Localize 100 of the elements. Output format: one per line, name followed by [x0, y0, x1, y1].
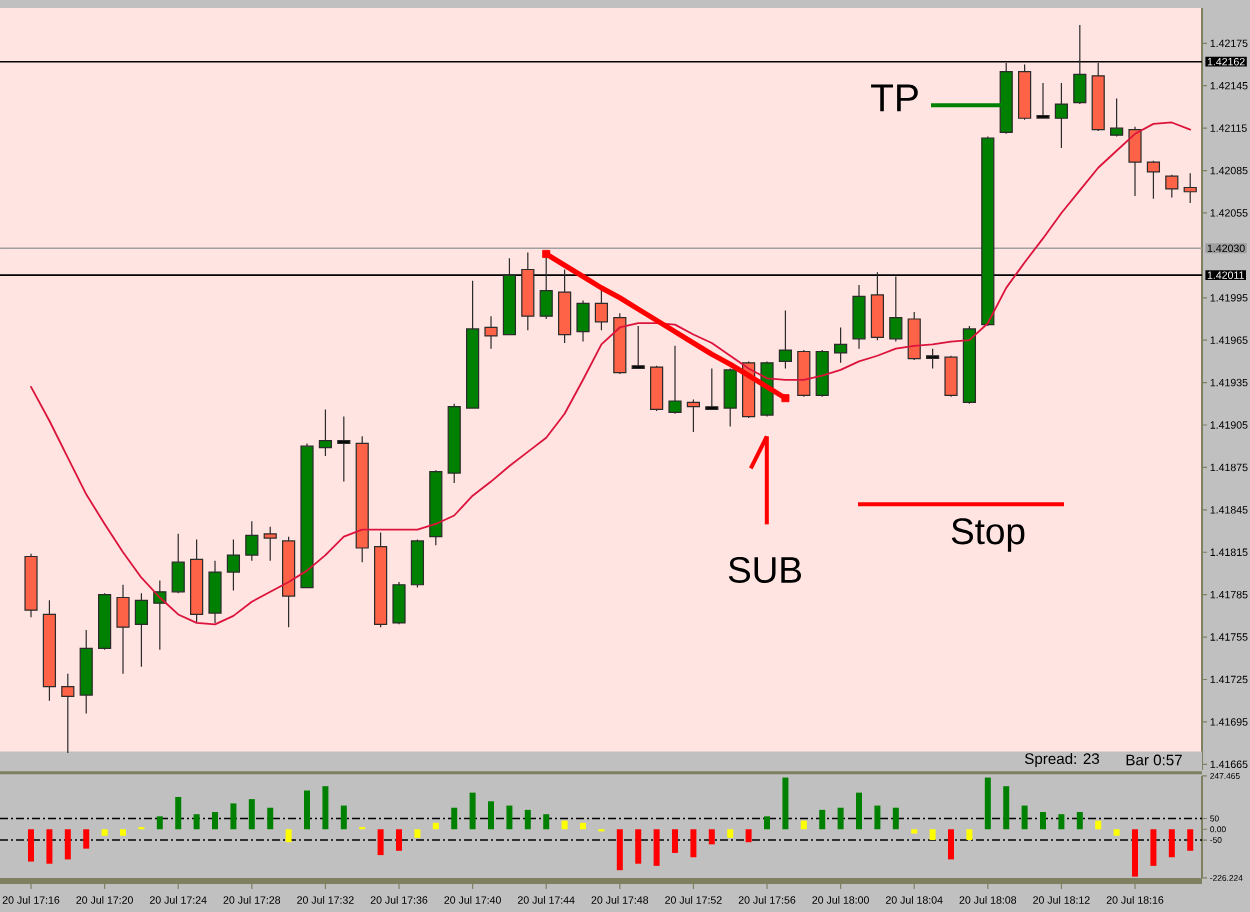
candlestick [24, 553, 38, 618]
bar [1003, 786, 1010, 830]
candlestick [374, 531, 388, 628]
candlestick [208, 560, 222, 624]
bar [83, 829, 90, 849]
bar [396, 829, 403, 851]
bar [175, 796, 182, 830]
candlestick [889, 275, 903, 343]
candlestick [1165, 174, 1179, 198]
bar [948, 829, 955, 860]
bar [580, 822, 587, 830]
bar [727, 829, 734, 838]
bar [819, 809, 826, 830]
candlestick [79, 629, 93, 715]
candlestick [171, 533, 185, 594]
candlestick [852, 284, 866, 350]
candlestick [318, 408, 333, 457]
bar [377, 829, 384, 856]
bar [64, 829, 71, 860]
bar [28, 829, 35, 862]
candlestick [1054, 82, 1069, 149]
candlestick [1036, 82, 1050, 119]
candlestick [1128, 126, 1142, 197]
bar [248, 799, 255, 830]
bar [984, 777, 991, 830]
candlestick [98, 592, 112, 651]
candlestick [116, 584, 130, 675]
candlestick [797, 349, 811, 398]
candlestick [300, 442, 314, 589]
bar [46, 829, 53, 864]
bar [414, 829, 421, 838]
bar [874, 805, 881, 830]
candlestick [521, 251, 535, 331]
bar [322, 786, 329, 830]
bar [800, 820, 807, 830]
candlestick [502, 257, 517, 336]
candlestick [392, 581, 406, 625]
bar [524, 809, 531, 830]
candlestick [705, 367, 719, 410]
candlestick [226, 538, 241, 592]
bar [1113, 829, 1120, 836]
bar [267, 807, 274, 830]
candlestick [1091, 62, 1105, 132]
bar [653, 829, 660, 866]
candlestick [594, 285, 609, 331]
bar [1132, 829, 1139, 877]
candlestick [558, 268, 572, 344]
annotation: SUB [728, 556, 801, 584]
candlestick [944, 355, 958, 398]
candlestick [245, 520, 259, 562]
bar [212, 812, 219, 830]
bar [1021, 805, 1028, 830]
candlestick [42, 599, 57, 702]
candlestick [429, 469, 443, 546]
bar [469, 792, 476, 830]
candlestick [815, 349, 829, 398]
annotation: TP [871, 84, 918, 112]
bar [340, 805, 347, 830]
candlestick [778, 309, 793, 370]
candlestick [134, 592, 149, 668]
bar [1168, 829, 1175, 858]
bar [1076, 812, 1083, 830]
bar [304, 790, 311, 830]
bar [966, 829, 973, 841]
bar [1058, 814, 1065, 830]
bar [101, 829, 108, 836]
bar [230, 803, 237, 830]
candlestick [576, 300, 590, 343]
candlestick [61, 673, 75, 754]
candlestick [723, 367, 737, 428]
bar [782, 777, 789, 830]
candlestick [484, 315, 498, 350]
candlestick [282, 536, 296, 628]
bar [432, 822, 439, 830]
candlestick [981, 136, 995, 327]
candlestick [1073, 24, 1087, 105]
bar [764, 816, 771, 830]
candlestick [263, 526, 277, 562]
annotation: Stop [951, 518, 1025, 552]
candlestick [355, 435, 369, 563]
bar [616, 829, 623, 871]
bar [1187, 829, 1194, 851]
bar [120, 829, 127, 836]
bar [856, 792, 863, 830]
bar [1040, 812, 1047, 830]
bar [690, 829, 697, 858]
candlestick [907, 311, 921, 361]
bar [1150, 829, 1157, 866]
bar [543, 814, 550, 830]
candlestick [466, 280, 480, 409]
bar [451, 807, 458, 830]
candlestick [834, 326, 848, 364]
candlestick [962, 325, 977, 405]
bar [929, 829, 936, 841]
candlestick [337, 415, 351, 483]
bar [745, 829, 752, 843]
bar [672, 829, 679, 853]
candlestick [1110, 97, 1124, 138]
bar [506, 805, 513, 830]
bar [285, 829, 292, 843]
